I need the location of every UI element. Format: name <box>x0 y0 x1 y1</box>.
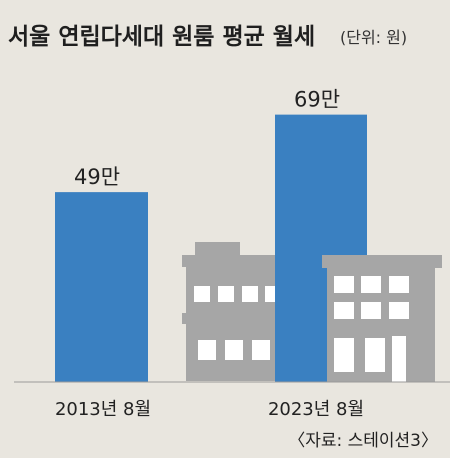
building-left-illustration <box>182 242 300 381</box>
x-tick-2023-08: 2023년 8월 <box>268 399 364 420</box>
source-note: 〈자료: 스테이션3〉 <box>288 431 438 451</box>
data-label-2013-08: 49만 <box>74 165 120 189</box>
bar-2013-08 <box>55 192 148 382</box>
building-right-illustration <box>322 255 442 382</box>
unit-note: (단위: 원) <box>340 28 407 47</box>
data-label-2023-08: 69만 <box>294 88 340 112</box>
x-tick-2013-08: 2013년 8월 <box>55 399 151 420</box>
chart-title: 서울 연립다세대 원룸 평균 월세 <box>8 24 315 50</box>
